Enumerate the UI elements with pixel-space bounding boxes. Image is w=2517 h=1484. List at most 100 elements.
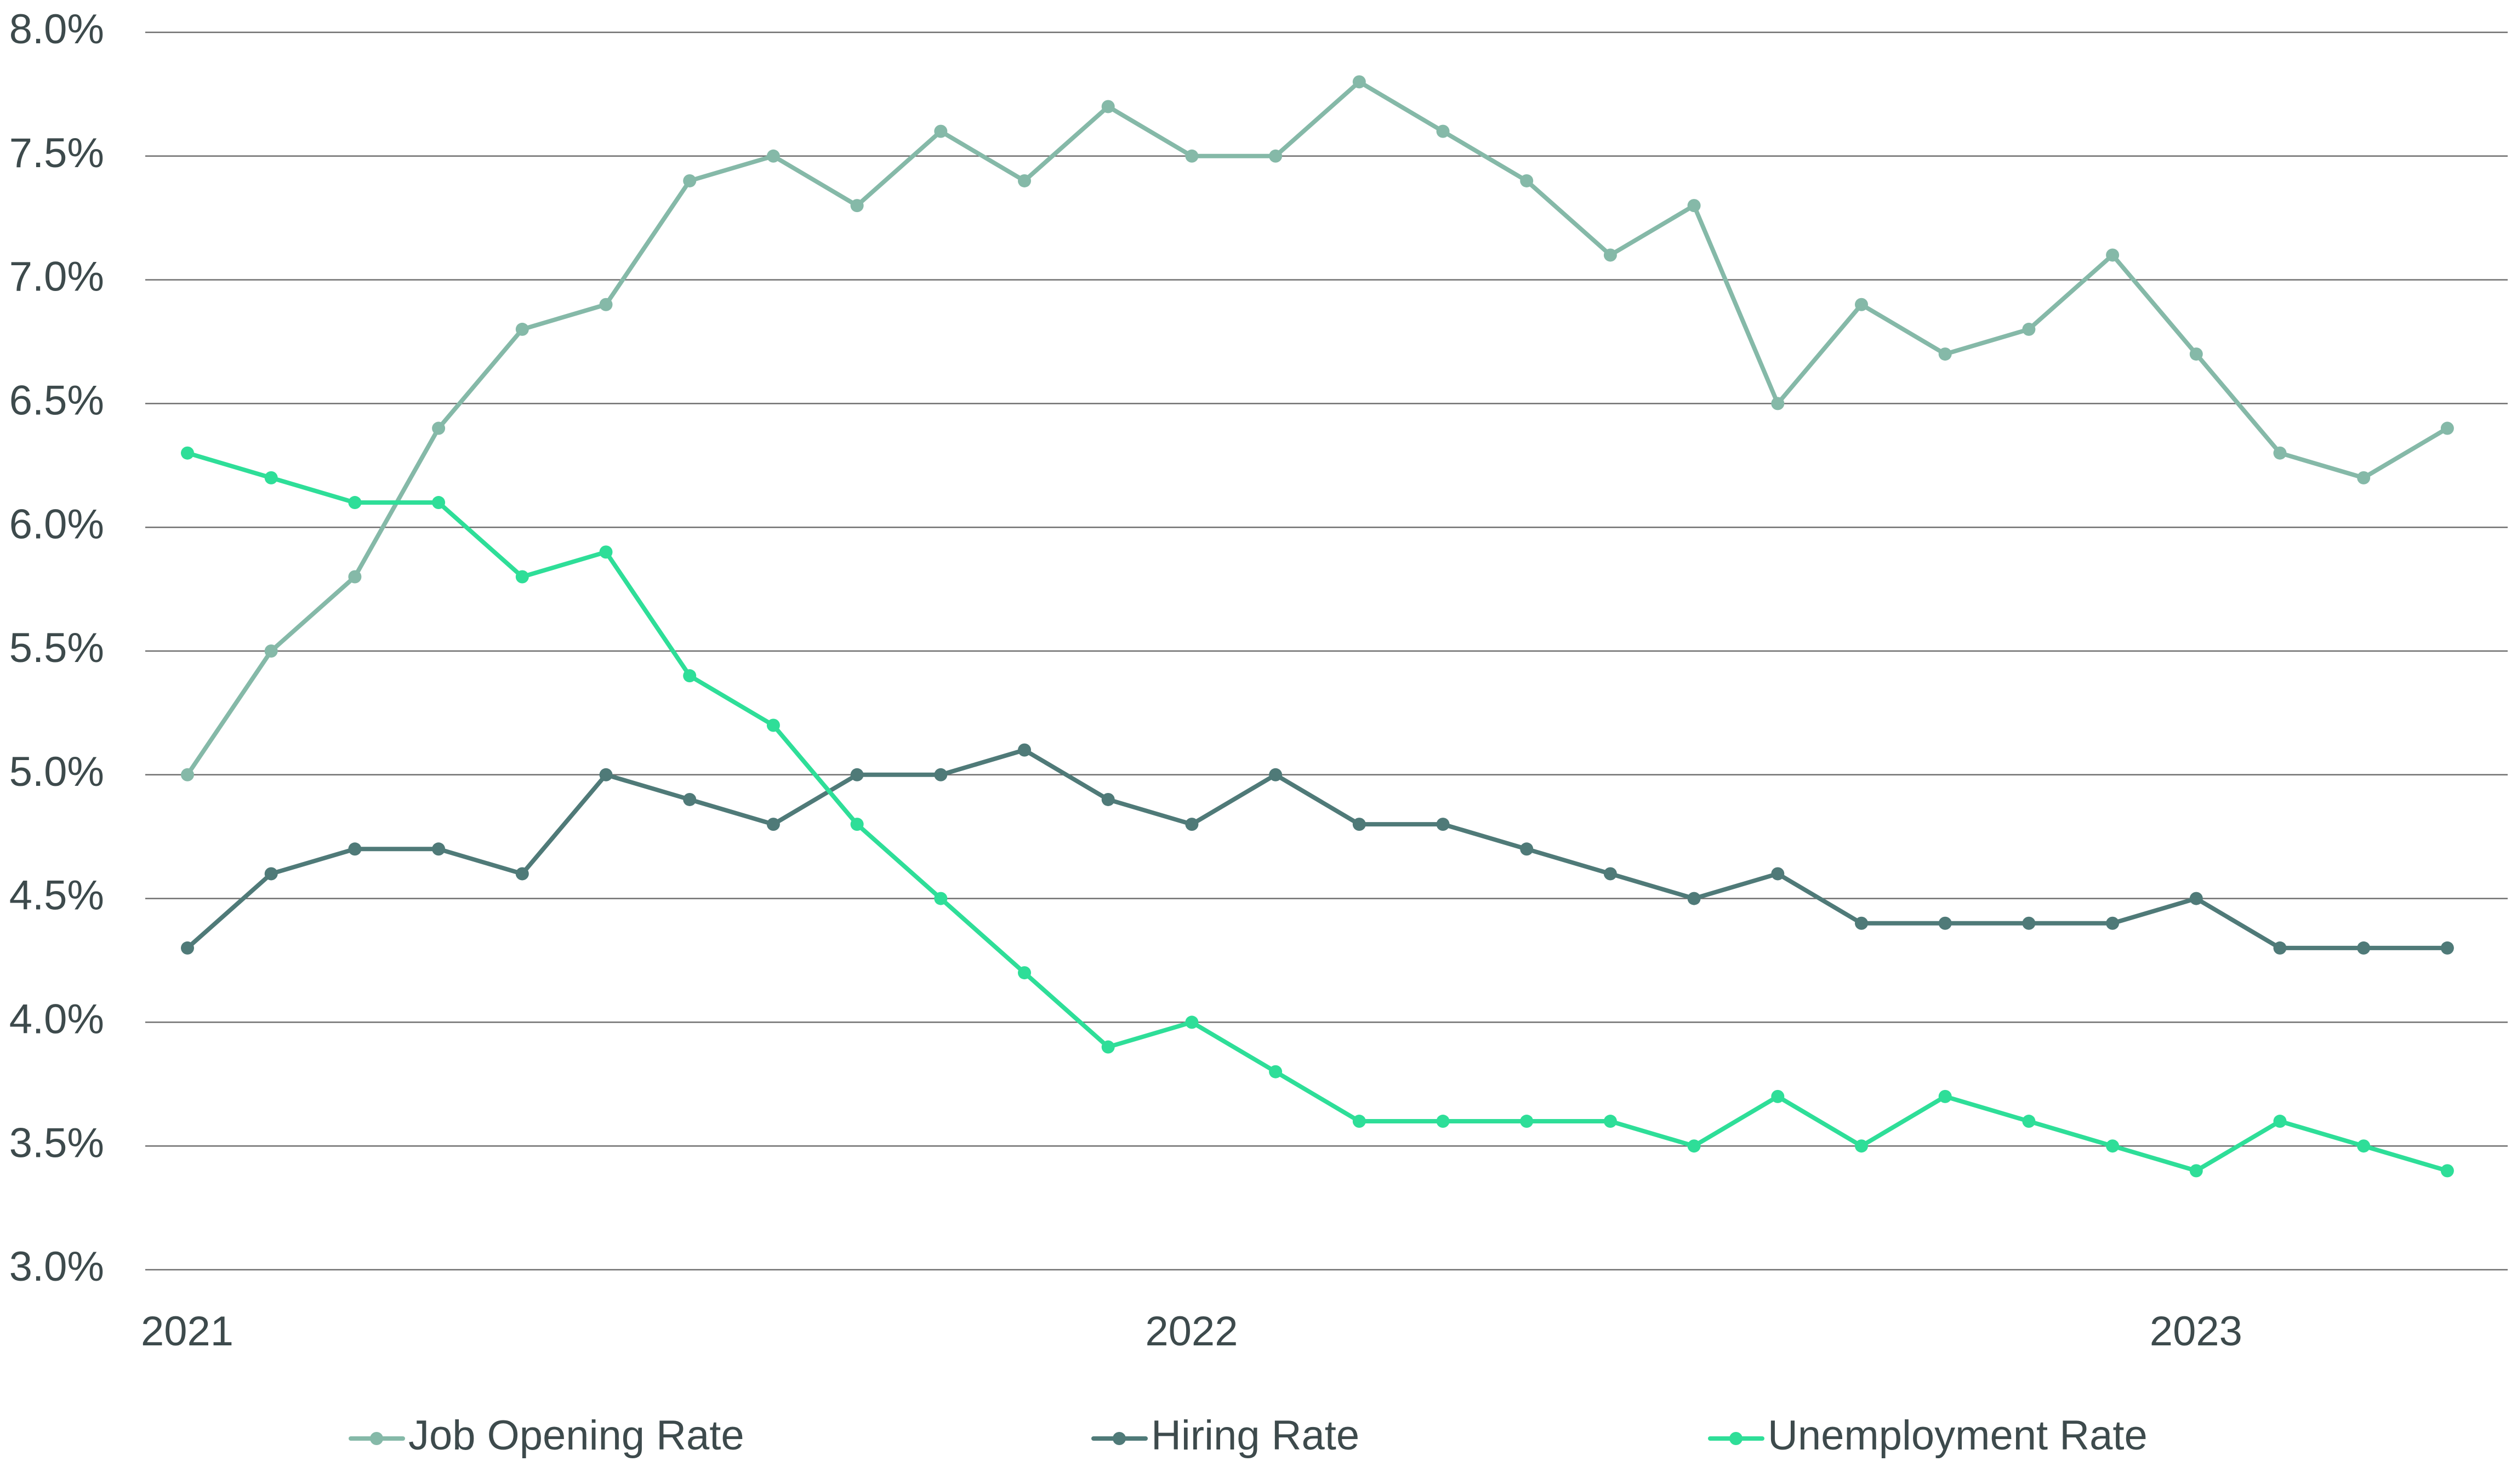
data-point bbox=[1855, 1139, 1868, 1153]
data-point bbox=[264, 644, 278, 658]
data-point bbox=[1018, 966, 1031, 980]
data-point bbox=[2189, 1164, 2203, 1178]
data-point bbox=[1018, 174, 1031, 187]
data-point bbox=[1771, 867, 1785, 881]
data-point bbox=[1101, 100, 1115, 113]
series-line bbox=[185, 747, 2450, 950]
data-point bbox=[766, 718, 780, 732]
data-point bbox=[1269, 768, 1283, 781]
data-point bbox=[1436, 818, 1450, 831]
data-point bbox=[1855, 916, 1868, 930]
data-point bbox=[1687, 1139, 1701, 1153]
data-point bbox=[2022, 322, 2036, 336]
y-tick-label: 4.5% bbox=[9, 872, 104, 919]
data-point bbox=[1938, 916, 1952, 930]
data-point bbox=[1938, 1089, 1952, 1103]
data-point bbox=[766, 818, 780, 831]
data-point bbox=[1855, 298, 1868, 311]
legend-item: Unemployment Rate bbox=[1708, 1412, 2148, 1459]
data-point bbox=[1520, 174, 1534, 187]
data-point bbox=[2357, 1139, 2371, 1153]
data-point bbox=[2022, 916, 2036, 930]
data-point bbox=[432, 496, 446, 510]
series-line bbox=[185, 79, 2450, 777]
data-point bbox=[1352, 1115, 1366, 1128]
data-point bbox=[1771, 397, 1785, 410]
data-point bbox=[2189, 892, 2203, 905]
data-point bbox=[432, 421, 446, 435]
data-point bbox=[599, 545, 613, 559]
data-point bbox=[1771, 1089, 1785, 1103]
legend-item: Hiring Rate bbox=[1091, 1412, 1359, 1459]
data-point bbox=[934, 124, 948, 138]
data-point bbox=[850, 199, 864, 213]
data-point bbox=[1018, 743, 1031, 757]
data-point bbox=[1436, 1115, 1450, 1128]
data-point bbox=[683, 174, 697, 187]
y-tick-label: 4.0% bbox=[9, 996, 104, 1042]
y-axis-tick-labels: 3.0% 3.5% 4.0% 4.5% 5.0% 5.5% 6.0% 6.5% 7.0% 7.5%… bbox=[9, 6, 104, 1290]
data-point bbox=[2106, 1139, 2120, 1153]
series-job-opening-rate bbox=[181, 75, 2454, 781]
data-point bbox=[2106, 916, 2120, 930]
y-tick-label: 3.0% bbox=[9, 1243, 104, 1290]
data-point bbox=[1687, 892, 1701, 905]
data-point bbox=[934, 892, 948, 905]
data-point bbox=[599, 768, 613, 781]
data-point bbox=[1269, 1065, 1283, 1078]
legend-label: Unemployment Rate bbox=[1768, 1412, 2148, 1459]
data-point bbox=[2022, 1115, 2036, 1128]
data-point bbox=[1101, 1040, 1115, 1054]
data-point bbox=[515, 322, 529, 336]
data-point bbox=[1185, 818, 1199, 831]
data-point bbox=[2440, 421, 2454, 435]
data-point bbox=[1352, 818, 1366, 831]
y-tick-label: 7.5% bbox=[9, 130, 104, 176]
data-point bbox=[2189, 347, 2203, 361]
data-point bbox=[515, 867, 529, 881]
y-tick-label: 6.5% bbox=[9, 377, 104, 424]
data-point bbox=[2273, 446, 2287, 460]
data-point bbox=[264, 867, 278, 881]
data-point bbox=[850, 768, 864, 781]
data-point bbox=[2357, 471, 2371, 484]
data-point bbox=[181, 941, 194, 955]
data-point bbox=[181, 768, 194, 781]
data-point bbox=[766, 149, 780, 163]
x-tick-label: 2022 bbox=[1145, 1308, 1238, 1355]
x-tick-label: 2023 bbox=[2150, 1308, 2242, 1355]
data-point bbox=[2440, 1164, 2454, 1178]
gridlines bbox=[145, 31, 2508, 1271]
data-point bbox=[348, 842, 362, 856]
series-line bbox=[185, 450, 2450, 1173]
data-point bbox=[1603, 1115, 1617, 1128]
legend-label: Job Opening Rate bbox=[408, 1412, 744, 1459]
y-tick-label: 5.5% bbox=[9, 625, 104, 671]
data-point bbox=[432, 842, 446, 856]
y-tick-label: 6.0% bbox=[9, 501, 104, 547]
data-point bbox=[515, 570, 529, 584]
data-point bbox=[2273, 941, 2287, 955]
legend-swatch-marker bbox=[1113, 1432, 1126, 1445]
data-point bbox=[1938, 347, 1952, 361]
data-point bbox=[264, 471, 278, 484]
data-point bbox=[683, 792, 697, 806]
data-point bbox=[683, 669, 697, 683]
data-point bbox=[1185, 1015, 1199, 1029]
y-tick-label: 5.0% bbox=[9, 749, 104, 795]
data-point bbox=[1687, 199, 1701, 213]
data-point bbox=[1185, 149, 1199, 163]
legend-label: Hiring Rate bbox=[1151, 1412, 1359, 1459]
series-lines bbox=[181, 75, 2454, 1178]
data-point bbox=[1520, 1115, 1534, 1128]
data-point bbox=[1603, 248, 1617, 262]
data-point bbox=[1269, 149, 1283, 163]
y-tick-label: 3.5% bbox=[9, 1120, 104, 1166]
data-point bbox=[2273, 1115, 2287, 1128]
data-point bbox=[2357, 941, 2371, 955]
data-point bbox=[1101, 792, 1115, 806]
legend-swatch-marker bbox=[1729, 1432, 1742, 1445]
series-hiring-rate bbox=[181, 743, 2454, 955]
data-point bbox=[2440, 941, 2454, 955]
